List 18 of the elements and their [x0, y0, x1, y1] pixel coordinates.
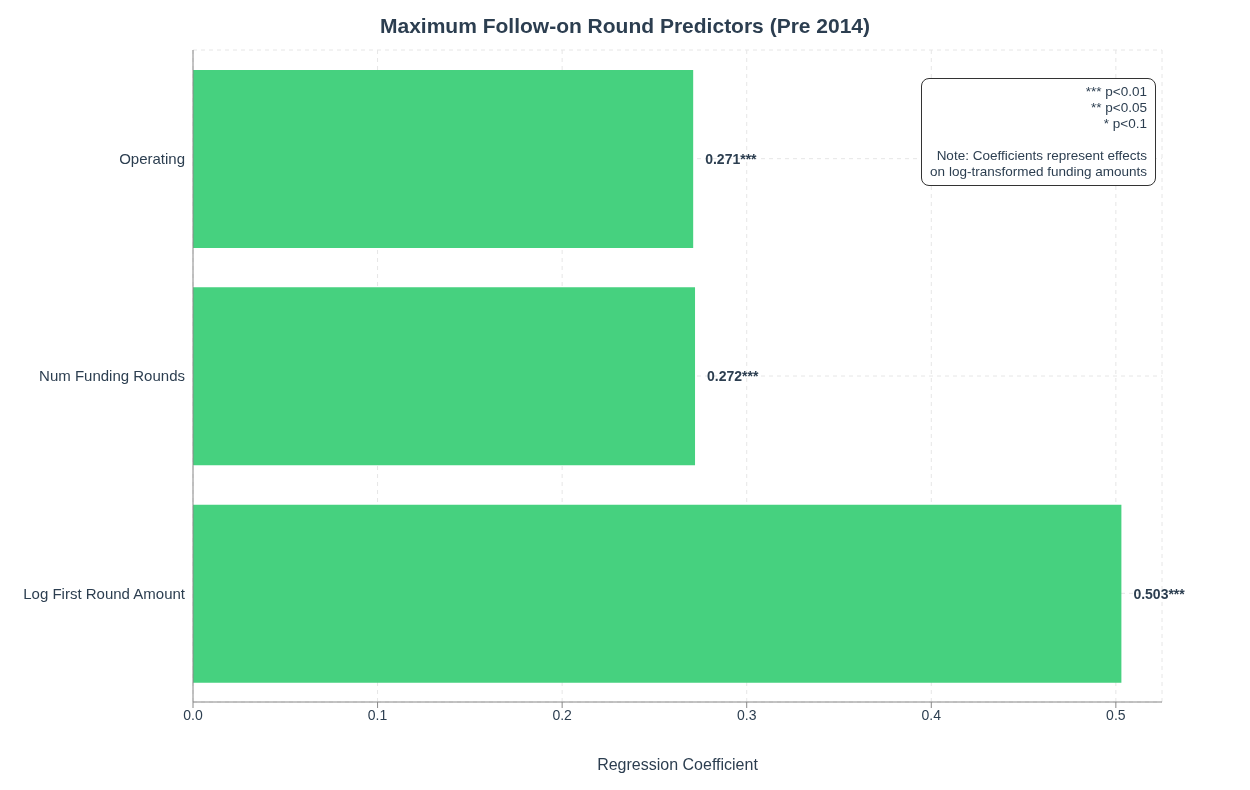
y-tick-label: Log First Round Amount: [23, 584, 186, 602]
bar: [193, 70, 694, 248]
data-label: 0.272***: [707, 368, 759, 385]
chart-title: Maximum Follow-on Round Predictors (Pre 2014): [378, 14, 872, 38]
data-label: 0.503***: [1133, 585, 1186, 602]
x-tick-label: 0.0: [183, 706, 203, 723]
y-tick-label: Operating: [119, 149, 185, 167]
data-label: 0.271***: [705, 150, 758, 167]
x-tick-label: 0.5: [1106, 706, 1126, 723]
y-tick-label: Num Funding Rounds: [39, 367, 185, 385]
bar: [193, 287, 696, 466]
x-tick-label: 0.2: [552, 706, 573, 723]
bar: [193, 504, 1122, 683]
text: *** p<0.01 ** p<0.05 * p<0.1 Note: Coefficients represent effects on log-transformed funding amounts: [930, 84, 1147, 179]
x-tick-label: 0.4: [921, 706, 942, 723]
x-tick-label: 0.1: [367, 706, 388, 723]
x-axis-title: Regression Coefficient: [597, 756, 759, 773]
x-tick-label: 0.3: [736, 706, 757, 723]
